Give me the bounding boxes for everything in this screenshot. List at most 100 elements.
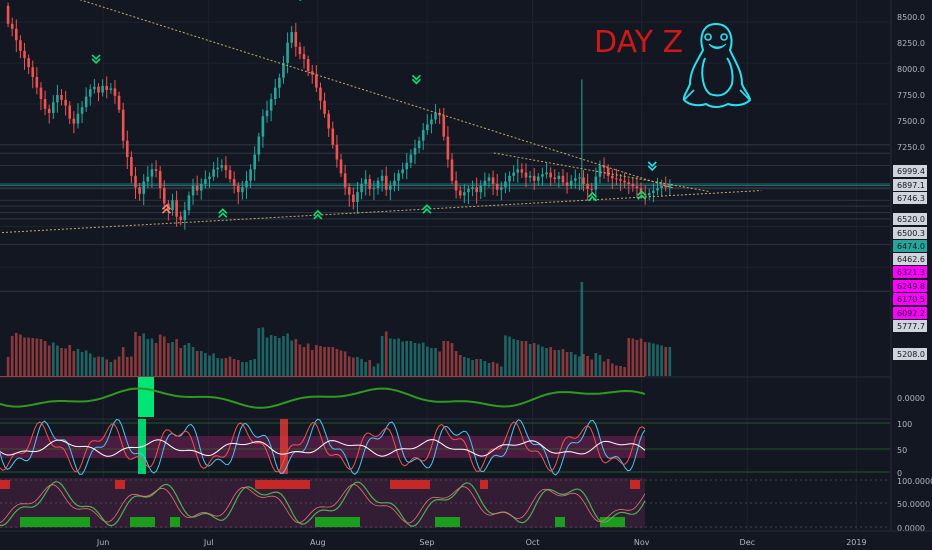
candle-body[interactable] (290, 32, 293, 43)
candle-body[interactable] (84, 96, 88, 108)
candle-body[interactable] (380, 175, 384, 181)
candle-body[interactable] (23, 50, 26, 59)
candle-body[interactable] (479, 185, 483, 193)
candle-body[interactable] (384, 175, 388, 190)
candle-body[interactable] (253, 154, 256, 170)
candle-body[interactable] (208, 176, 211, 180)
candle-body[interactable] (409, 154, 413, 163)
candle-body[interactable] (635, 186, 639, 189)
candle-body[interactable] (541, 174, 544, 177)
candle-body[interactable] (327, 113, 330, 129)
candle-body[interactable] (146, 176, 150, 182)
candle-body[interactable] (405, 162, 409, 170)
candle-body[interactable] (376, 180, 380, 189)
candle-body[interactable] (319, 87, 322, 101)
candle-body[interactable] (569, 180, 573, 186)
candle-body[interactable] (191, 185, 195, 196)
candle-body[interactable] (68, 105, 72, 119)
trendline-descending[interactable] (61, 0, 674, 189)
candle-body[interactable] (454, 180, 458, 191)
candle-body[interactable] (134, 175, 137, 188)
candle-body[interactable] (171, 200, 174, 211)
candle-body[interactable] (421, 130, 425, 141)
candle-body[interactable] (306, 59, 310, 72)
candle-body[interactable] (430, 119, 433, 125)
price-axis[interactable]: 8500.0 8250.0 8000.0 7750.0 7500.0 7250.0 6999… (890, 0, 932, 550)
candle-body[interactable] (500, 187, 503, 190)
candle-body[interactable] (228, 170, 232, 180)
candle-body[interactable] (524, 172, 528, 178)
candle-body[interactable] (463, 192, 466, 196)
candle-body[interactable] (582, 177, 585, 184)
candle-body[interactable] (245, 180, 248, 188)
candle-body[interactable] (491, 177, 495, 184)
candle-body[interactable] (261, 116, 265, 137)
candle-body[interactable] (553, 177, 557, 180)
candle-body[interactable] (236, 185, 240, 193)
candle-body[interactable] (594, 176, 598, 190)
candle-body[interactable] (154, 169, 158, 171)
candle-body[interactable] (389, 185, 392, 190)
candle-body[interactable] (364, 179, 367, 184)
candle-body[interactable] (113, 88, 117, 96)
candle-body[interactable] (335, 144, 339, 160)
candle-body[interactable] (204, 179, 207, 184)
candle-body[interactable] (162, 188, 166, 204)
candlestick-series[interactable] (6, 2, 672, 230)
candle-body[interactable] (623, 180, 626, 183)
candle-body[interactable] (51, 102, 55, 113)
cci-panel[interactable] (0, 376, 890, 420)
candle-body[interactable] (343, 173, 347, 188)
candle-body[interactable] (175, 200, 178, 217)
candle-body[interactable] (656, 188, 659, 191)
candle-body[interactable] (43, 99, 47, 109)
candle-body[interactable] (557, 175, 561, 180)
candle-body[interactable] (446, 136, 450, 160)
candle-body[interactable] (578, 177, 581, 179)
candle-body[interactable] (158, 170, 162, 189)
candle-body[interactable] (660, 185, 663, 189)
candle-body[interactable] (183, 210, 187, 220)
candle-body[interactable] (117, 95, 121, 110)
candle-body[interactable] (561, 175, 565, 183)
candle-body[interactable] (537, 176, 540, 181)
candle-body[interactable] (101, 85, 104, 93)
candle-body[interactable] (360, 184, 363, 193)
candle-body[interactable] (323, 100, 326, 114)
candle-body[interactable] (27, 58, 30, 68)
rsi-panel[interactable] (0, 478, 890, 528)
candle-body[interactable] (302, 54, 306, 60)
candle-body[interactable] (450, 159, 454, 181)
candle-body[interactable] (93, 86, 96, 90)
candle-body[interactable] (121, 109, 125, 141)
candle-body[interactable] (393, 180, 396, 186)
candle-body[interactable] (516, 169, 520, 173)
candle-body[interactable] (668, 184, 672, 188)
candle-body[interactable] (331, 128, 335, 145)
candle-body[interactable] (356, 192, 359, 202)
candle-body[interactable] (195, 185, 199, 191)
candle-body[interactable] (31, 67, 35, 77)
candle-body[interactable] (212, 169, 215, 177)
candle-body[interactable] (310, 71, 314, 75)
candle-body[interactable] (39, 87, 43, 100)
candle-body[interactable] (458, 190, 462, 196)
candle-body[interactable] (47, 108, 51, 113)
candle-body[interactable] (532, 175, 536, 181)
candle-body[interactable] (187, 195, 191, 211)
candle-body[interactable] (442, 115, 446, 137)
candle-body[interactable] (347, 187, 351, 195)
candle-body[interactable] (512, 172, 515, 176)
candle-body[interactable] (619, 179, 622, 181)
trendline-ascending[interactable] (0, 190, 762, 234)
stoch-panel[interactable] (0, 418, 890, 476)
trendline-short-descending[interactable] (493, 152, 709, 192)
candle-body[interactable] (138, 187, 141, 194)
candle-body[interactable] (598, 165, 602, 177)
candle-body[interactable] (417, 140, 421, 149)
candle-body[interactable] (315, 74, 318, 88)
candle-body[interactable] (72, 118, 76, 124)
candle-body[interactable] (397, 173, 400, 181)
candle-body[interactable] (528, 175, 532, 178)
candle-body[interactable] (487, 177, 491, 181)
